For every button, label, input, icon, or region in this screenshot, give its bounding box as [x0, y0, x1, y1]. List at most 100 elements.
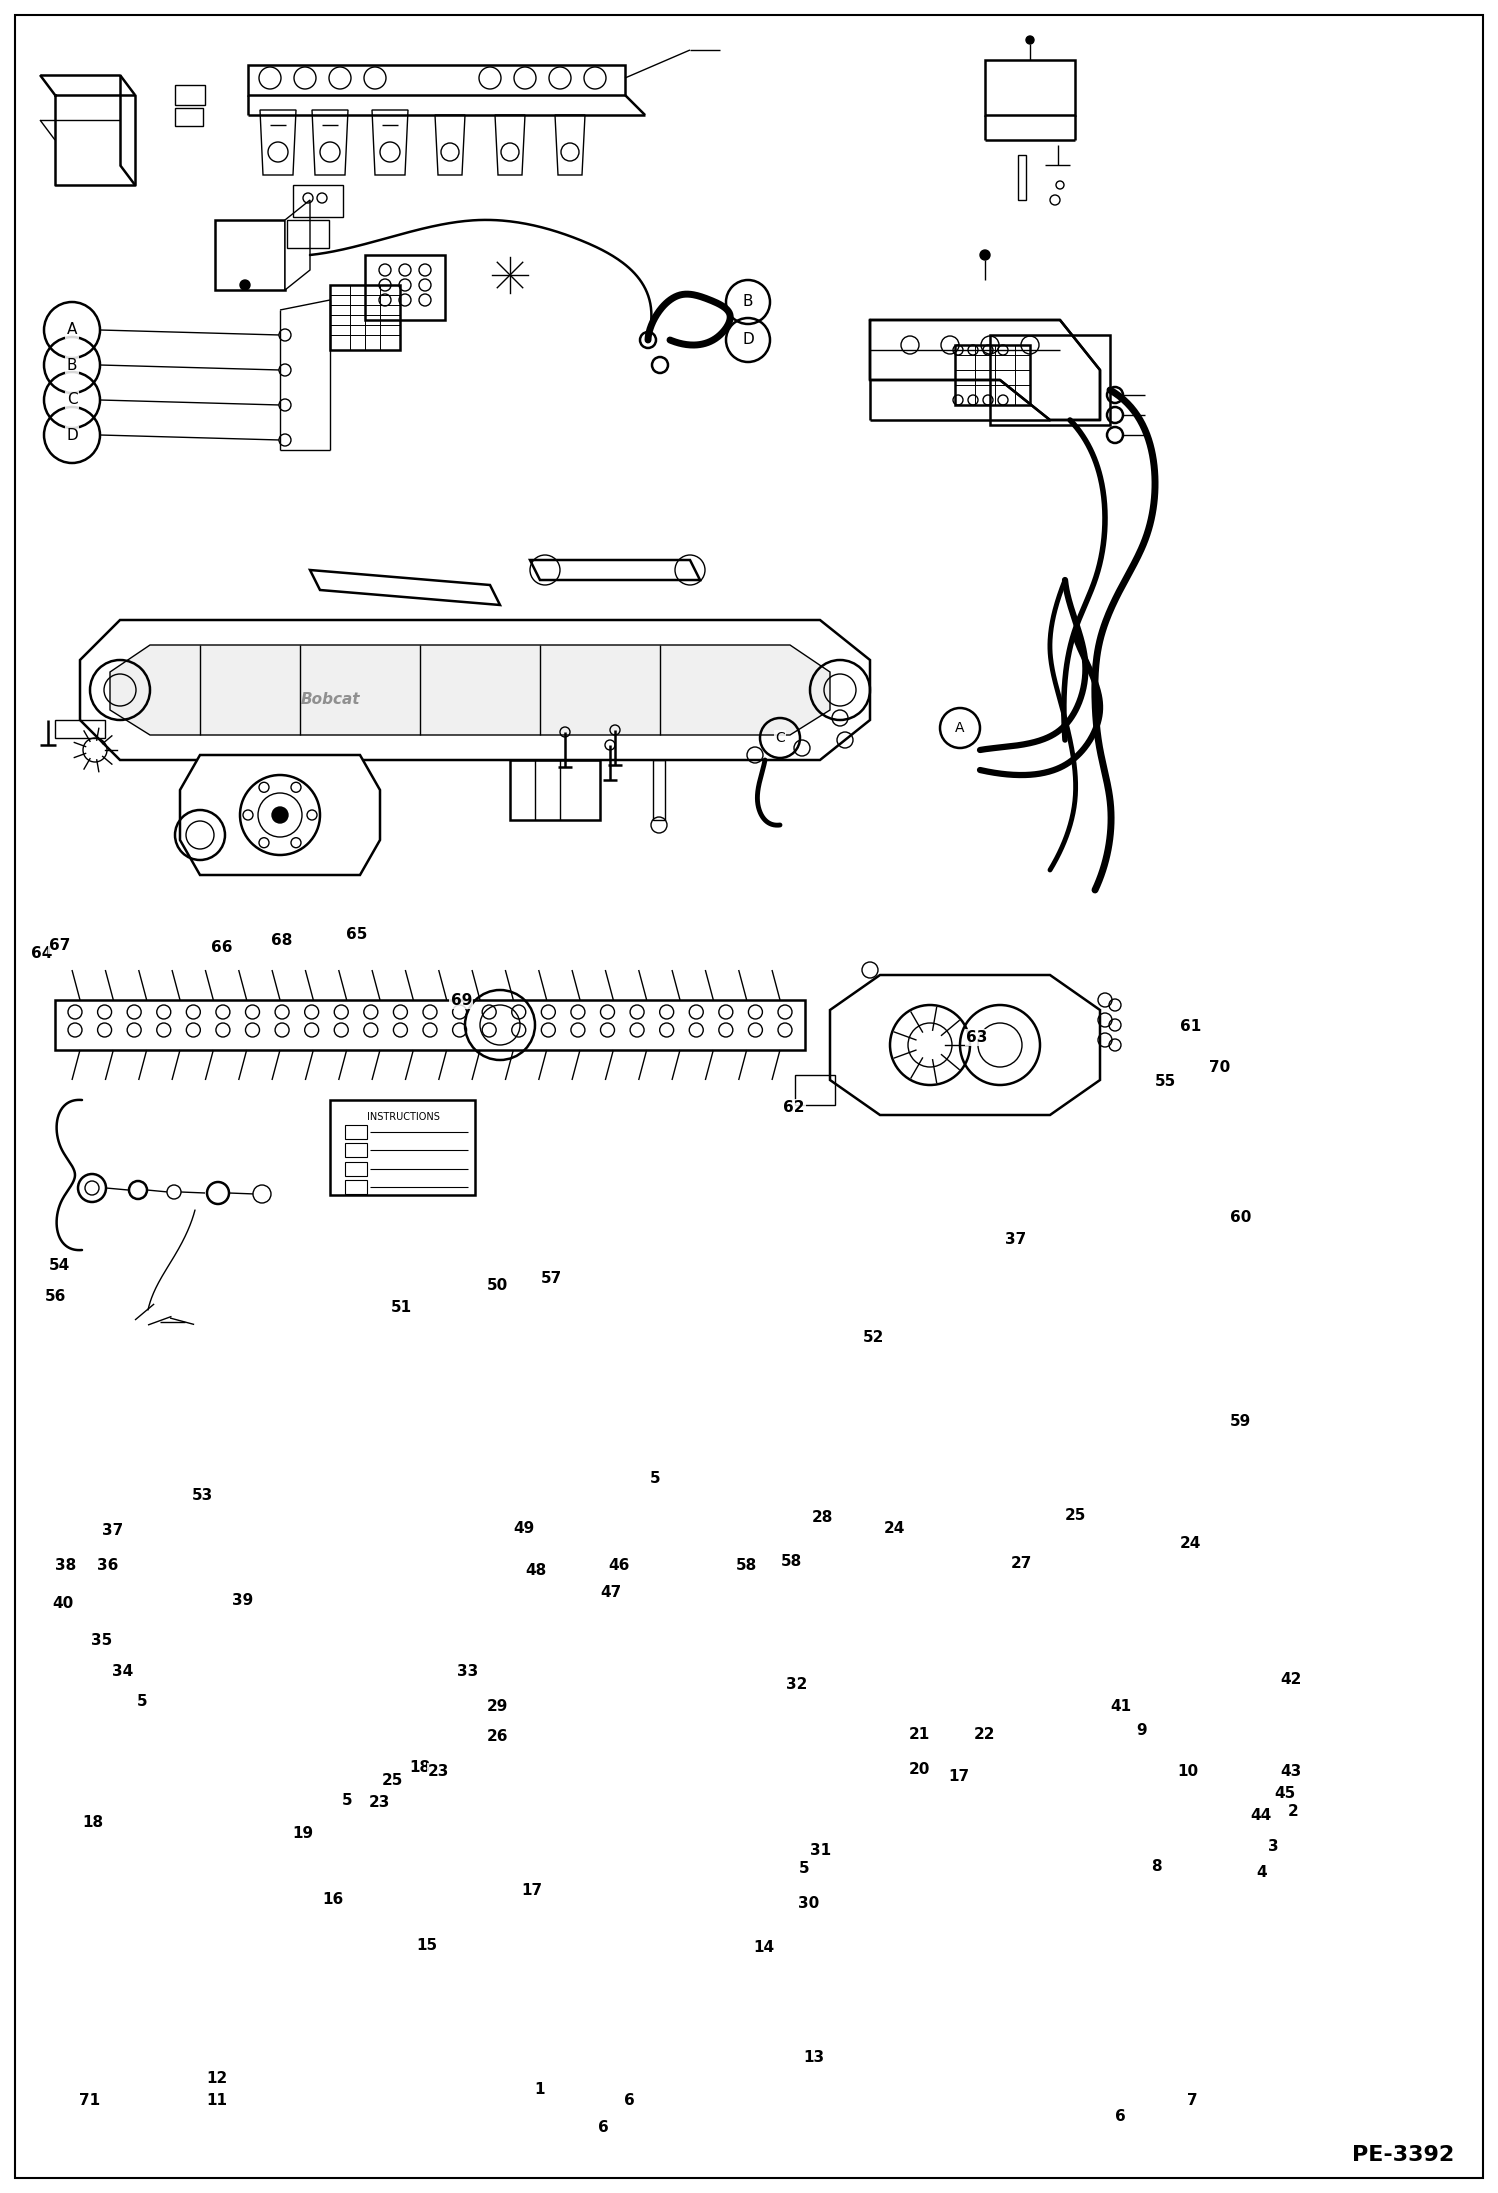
Text: 5: 5: [342, 1794, 354, 1807]
Circle shape: [659, 1004, 674, 1020]
Circle shape: [601, 1022, 614, 1037]
Bar: [294, 184, 343, 217]
Text: 64: 64: [31, 947, 52, 961]
Circle shape: [334, 1004, 348, 1020]
Circle shape: [719, 1022, 733, 1037]
Text: 15: 15: [416, 1939, 437, 1952]
Text: 58: 58: [780, 1555, 801, 1568]
Bar: [175, 107, 204, 125]
Circle shape: [364, 1004, 377, 1020]
Circle shape: [482, 1004, 496, 1020]
Text: 41: 41: [1110, 1700, 1131, 1713]
Text: 45: 45: [1275, 1787, 1296, 1800]
Text: 59: 59: [1230, 1414, 1251, 1428]
Circle shape: [571, 1022, 584, 1037]
Circle shape: [659, 1022, 674, 1037]
Text: 16: 16: [322, 1893, 343, 1906]
Text: A: A: [67, 322, 78, 338]
Text: D: D: [66, 428, 78, 443]
Text: 6: 6: [598, 2121, 610, 2134]
Text: 70: 70: [1209, 1061, 1230, 1075]
Circle shape: [127, 1022, 141, 1037]
Text: 43: 43: [1281, 1765, 1302, 1779]
Text: 17: 17: [521, 1884, 542, 1897]
Polygon shape: [285, 200, 310, 289]
Text: PE-3392: PE-3392: [1351, 2145, 1455, 2164]
Text: 23: 23: [428, 1765, 449, 1779]
Text: 57: 57: [541, 1272, 562, 1285]
Text: 31: 31: [810, 1844, 831, 1857]
Bar: [795, 1075, 834, 1105]
Text: 7: 7: [1186, 2094, 1198, 2107]
Text: 46: 46: [608, 1559, 629, 1572]
Circle shape: [777, 1022, 792, 1037]
Circle shape: [719, 1004, 733, 1020]
Text: 23: 23: [369, 1796, 389, 1809]
Polygon shape: [372, 110, 407, 175]
Polygon shape: [216, 219, 285, 289]
Text: 30: 30: [798, 1897, 819, 1910]
Text: INSTRUCTIONS: INSTRUCTIONS: [367, 1112, 439, 1123]
Text: 37: 37: [102, 1524, 123, 1537]
Text: 3: 3: [1267, 1840, 1279, 1853]
Text: 5: 5: [798, 1862, 810, 1875]
Text: 22: 22: [974, 1728, 995, 1741]
Circle shape: [279, 434, 291, 445]
Circle shape: [276, 1022, 289, 1037]
Text: 6: 6: [623, 2094, 635, 2107]
Circle shape: [246, 1022, 259, 1037]
Text: C: C: [774, 730, 785, 746]
Circle shape: [512, 1022, 526, 1037]
Text: 36: 36: [97, 1559, 118, 1572]
Circle shape: [279, 399, 291, 410]
Polygon shape: [830, 976, 1100, 1114]
Bar: [366, 254, 445, 320]
Circle shape: [541, 1004, 556, 1020]
Circle shape: [216, 1022, 229, 1037]
Text: 68: 68: [271, 934, 292, 947]
Circle shape: [571, 1004, 584, 1020]
Text: 17: 17: [948, 1770, 969, 1783]
Circle shape: [127, 1004, 141, 1020]
Text: 40: 40: [52, 1597, 73, 1610]
Circle shape: [394, 1022, 407, 1037]
Circle shape: [253, 1184, 271, 1204]
Text: Bobcat: Bobcat: [300, 693, 360, 708]
Bar: [345, 1180, 367, 1193]
Text: 10: 10: [1177, 1765, 1198, 1779]
Text: B: B: [67, 357, 78, 373]
Circle shape: [246, 1004, 259, 1020]
Text: A: A: [956, 721, 965, 735]
Circle shape: [422, 1022, 437, 1037]
Circle shape: [1026, 35, 1034, 44]
Text: D: D: [742, 333, 753, 346]
Text: 50: 50: [487, 1279, 508, 1292]
Circle shape: [276, 1004, 289, 1020]
Text: 21: 21: [909, 1728, 930, 1741]
Text: 58: 58: [736, 1559, 756, 1572]
Circle shape: [861, 963, 878, 978]
Polygon shape: [530, 559, 700, 579]
Text: 32: 32: [786, 1678, 807, 1691]
Text: 28: 28: [812, 1511, 833, 1524]
Circle shape: [279, 364, 291, 375]
Circle shape: [186, 1022, 201, 1037]
Circle shape: [273, 807, 288, 822]
Text: 13: 13: [803, 2050, 824, 2064]
Circle shape: [601, 1004, 614, 1020]
Text: 25: 25: [1065, 1509, 1086, 1522]
Text: B: B: [743, 294, 753, 309]
Text: 71: 71: [79, 2094, 100, 2107]
Text: 20: 20: [909, 1763, 930, 1776]
Circle shape: [304, 1004, 319, 1020]
Text: 69: 69: [451, 993, 472, 1007]
Text: 55: 55: [1155, 1075, 1176, 1088]
Polygon shape: [554, 114, 586, 175]
Circle shape: [97, 1022, 111, 1037]
Text: 54: 54: [49, 1259, 70, 1272]
Bar: [345, 1143, 367, 1158]
Circle shape: [85, 1182, 99, 1195]
Text: 67: 67: [49, 939, 70, 952]
Text: 2: 2: [1287, 1805, 1299, 1818]
Text: 34: 34: [112, 1664, 133, 1678]
